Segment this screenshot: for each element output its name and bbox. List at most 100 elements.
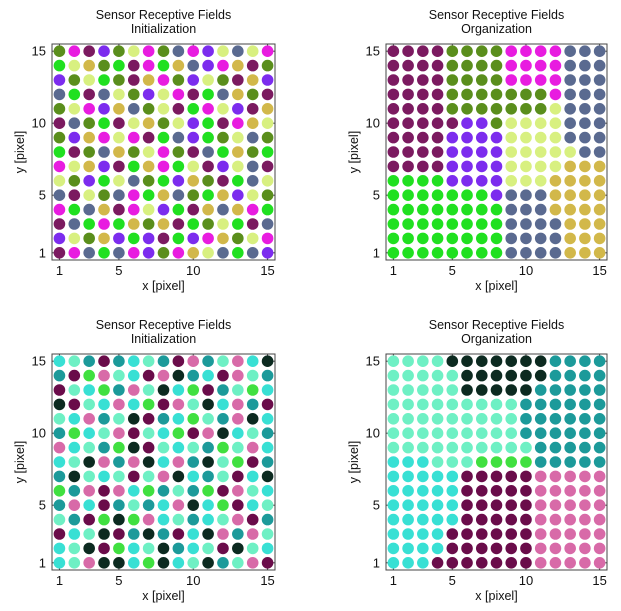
data-point [172,485,185,497]
data-point [142,499,155,512]
data-point [68,528,81,540]
data-point [520,441,532,454]
data-point [83,355,95,368]
data-point [261,413,274,425]
data-point [446,117,459,129]
data-point [127,557,140,569]
data-point [402,369,414,382]
data-point [232,45,244,57]
data-point [534,59,547,72]
data-point [461,146,473,158]
data-point [505,88,518,101]
data-point [246,88,259,101]
data-point [53,131,66,144]
data-point [387,74,400,86]
data-point [461,232,473,245]
data-point [246,485,259,497]
data-point [172,59,185,72]
y-axis-label: y [pixel] [347,131,361,173]
data-point [520,175,532,187]
data-point [187,175,200,187]
data-point [68,103,81,115]
data-point [417,74,429,86]
data-point [505,189,518,201]
data-point [593,485,606,497]
data-point [83,485,95,497]
data-point [246,441,259,454]
data-point [490,117,503,129]
data-point [261,160,274,173]
data-point [387,369,400,382]
data-point [549,117,562,129]
data-point [475,203,488,216]
data-point [387,513,400,526]
data-point [520,542,532,555]
data-point [261,189,274,201]
data-point [217,557,229,569]
data-point [187,160,200,173]
data-point [68,557,81,569]
data-point [232,247,244,259]
data-point [83,103,95,115]
data-point [475,384,488,396]
data-point [202,175,214,187]
data-point [261,103,274,115]
data-point [446,557,459,569]
data-point [113,117,125,129]
data-point [127,203,140,216]
data-point [172,528,185,540]
data-point [564,131,576,144]
data-point [68,59,81,72]
data-point [172,513,185,526]
data-point [505,542,518,555]
data-point [202,485,214,497]
data-point [187,470,200,483]
data-point [417,88,429,101]
data-point [475,485,488,497]
data-point [549,203,562,216]
data-point [593,189,606,201]
data-point [446,456,459,468]
data-point [68,542,81,555]
data-point [579,485,591,497]
data-point [113,528,125,540]
data-point [187,117,200,129]
data-point [579,203,591,216]
data-point [431,369,444,382]
data-point [202,355,214,368]
data-point [53,427,66,440]
data-point [417,355,429,368]
data-point [402,218,414,230]
data-point [402,413,414,425]
data-point [217,470,229,483]
data-point [246,355,259,368]
data-point [520,470,532,483]
data-point [534,146,547,158]
data-point [431,470,444,483]
data-point [446,160,459,173]
data-point [490,384,503,396]
data-point [127,456,140,468]
data-point [202,117,214,129]
data-point [417,218,429,230]
data-point [127,117,140,129]
data-point [446,542,459,555]
data-point [417,59,429,72]
data-point [68,427,81,440]
data-point [261,513,274,526]
data-point [402,189,414,201]
data-point [579,542,591,555]
data-point [417,175,429,187]
data-point [53,470,66,483]
data-point [261,470,274,483]
data-point [172,427,185,440]
data-point [172,247,185,259]
data-point [461,470,473,483]
data-point [68,146,81,158]
data-point [475,103,488,115]
data-point [157,117,170,129]
data-point [246,499,259,512]
data-point [68,45,81,57]
data-point [579,103,591,115]
data-point [127,45,140,57]
